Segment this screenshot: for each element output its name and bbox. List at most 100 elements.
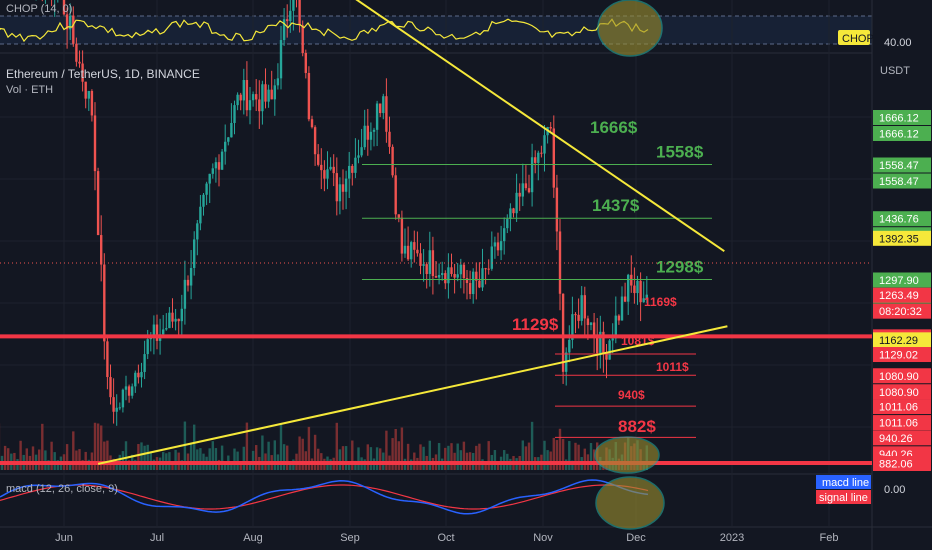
support-label: 1169$ bbox=[644, 295, 677, 309]
candle-body bbox=[623, 296, 627, 302]
candle-body bbox=[320, 164, 323, 171]
volume-bar bbox=[279, 424, 283, 470]
volume-bar bbox=[568, 441, 571, 470]
candle-body bbox=[363, 125, 366, 148]
price-tag-text: 1392.35 bbox=[879, 233, 919, 245]
candle-body bbox=[155, 324, 159, 341]
x-tick-label: Feb bbox=[820, 532, 839, 544]
candle-body bbox=[592, 322, 596, 337]
volume-bar bbox=[50, 441, 53, 470]
candle-body bbox=[96, 171, 100, 236]
candle-body bbox=[403, 245, 407, 254]
signal-line-legend bbox=[816, 490, 871, 504]
volume-bar bbox=[199, 448, 202, 470]
candle-body bbox=[202, 194, 205, 207]
volume-bar bbox=[282, 444, 286, 470]
macd-line bbox=[0, 479, 649, 515]
price-tag bbox=[873, 230, 931, 246]
volume-bar bbox=[106, 440, 109, 470]
candle-body bbox=[450, 267, 453, 274]
candle-body bbox=[87, 90, 90, 99]
candle-body bbox=[84, 81, 87, 99]
candle-body bbox=[236, 94, 239, 106]
candle-body bbox=[459, 264, 462, 275]
candle-body bbox=[503, 228, 506, 242]
candle-body bbox=[118, 407, 121, 409]
price-tag bbox=[873, 430, 931, 446]
candle-body bbox=[131, 386, 134, 396]
candle-body bbox=[568, 339, 571, 353]
highlight-circle bbox=[594, 436, 660, 474]
support-label: 1011$ bbox=[656, 360, 689, 374]
price-tag bbox=[873, 368, 931, 384]
volume-bar bbox=[78, 449, 81, 470]
volume-bar bbox=[496, 460, 500, 470]
macd-title: macd (12, 26, close, 9) bbox=[6, 483, 118, 495]
candle-body bbox=[614, 315, 617, 339]
candle-body bbox=[177, 318, 180, 322]
macd-series bbox=[0, 479, 649, 515]
volume-bar bbox=[428, 440, 431, 470]
volume-bar bbox=[289, 461, 292, 470]
volume-bar bbox=[335, 422, 338, 470]
volume-bar bbox=[174, 449, 177, 470]
resistance-label: 1437$ bbox=[592, 196, 640, 215]
volume-bar bbox=[341, 446, 345, 470]
volume-bar bbox=[369, 447, 373, 470]
trendline bbox=[355, 0, 725, 253]
candle-body bbox=[506, 218, 509, 229]
candle-body bbox=[245, 80, 249, 111]
candle-body bbox=[490, 246, 493, 269]
price-tag-text: 1558.47 bbox=[879, 160, 919, 172]
candle-body bbox=[348, 165, 351, 179]
chop-badge bbox=[838, 30, 870, 45]
candle-body bbox=[81, 63, 84, 82]
candle-body bbox=[472, 271, 475, 295]
volume-bar bbox=[208, 448, 211, 470]
candle-body bbox=[180, 308, 183, 322]
candle-body bbox=[335, 173, 338, 202]
volume-bar bbox=[344, 446, 348, 470]
volume-bar bbox=[220, 445, 224, 470]
chop-band bbox=[0, 16, 872, 44]
volume-bar bbox=[19, 440, 22, 470]
volume-bar bbox=[41, 423, 44, 470]
volume-bar bbox=[103, 441, 106, 470]
candle-body bbox=[357, 155, 360, 158]
candle-body bbox=[313, 127, 317, 155]
candle-body bbox=[121, 389, 125, 408]
candle-body bbox=[589, 322, 593, 326]
volume-bar bbox=[255, 445, 258, 470]
volume-bar bbox=[422, 446, 425, 470]
volume-bar bbox=[447, 445, 450, 470]
candle-body bbox=[385, 96, 388, 132]
candle-body bbox=[103, 264, 106, 342]
volume-bar bbox=[196, 449, 199, 470]
volume-bar bbox=[251, 450, 255, 470]
candle-body bbox=[90, 90, 94, 116]
candle-body bbox=[577, 314, 580, 321]
price-tag-text: 940.26 bbox=[879, 433, 913, 445]
levels: 1666$1558$1437$1298$1169$1129$1081$1011$… bbox=[0, 118, 872, 465]
candle-body bbox=[478, 280, 481, 288]
candle-body bbox=[543, 135, 546, 154]
volume-bar bbox=[487, 441, 490, 470]
volume-bar bbox=[239, 461, 242, 470]
candle-body bbox=[434, 276, 438, 278]
trendline bbox=[97, 325, 728, 465]
volume-bar bbox=[307, 426, 311, 470]
candle-body bbox=[220, 151, 224, 170]
volume-bar bbox=[459, 450, 462, 470]
volume-bar bbox=[571, 460, 574, 470]
volume-bar bbox=[304, 451, 307, 470]
candle-body bbox=[416, 249, 419, 254]
volume-bar bbox=[338, 449, 342, 470]
candle-body bbox=[369, 131, 373, 140]
candle-body bbox=[552, 128, 555, 188]
support-label: 1129$ bbox=[512, 315, 559, 334]
price-tag bbox=[873, 384, 931, 400]
candle-body bbox=[317, 154, 320, 165]
candle-body bbox=[65, 14, 69, 30]
candle-body bbox=[642, 298, 645, 303]
